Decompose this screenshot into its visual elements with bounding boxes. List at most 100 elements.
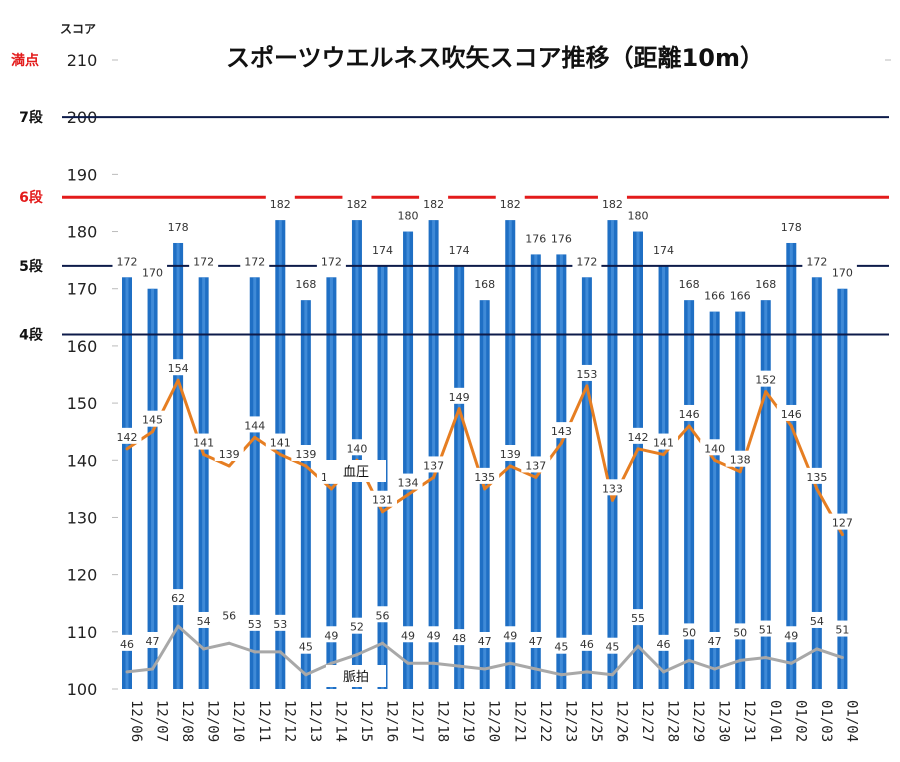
y-tick-label: 140 [67, 451, 98, 470]
pulse-label: 46 [580, 638, 594, 651]
blood-pressure-label-box [802, 467, 832, 484]
score-label: 168 [295, 278, 316, 291]
blood-pressure-label-box [495, 444, 525, 461]
y-axis-unit: スコア [60, 22, 96, 36]
blood-pressure-label-box [776, 404, 806, 421]
pulse-point [764, 656, 768, 660]
pulse-label-box [703, 631, 726, 648]
y-tick-label: 150 [67, 394, 98, 413]
pulse-label: 49 [324, 629, 338, 642]
score-bar-highlight [202, 277, 206, 689]
score-label-box [751, 275, 781, 292]
blood-pressure-point [304, 464, 308, 468]
pulse-point [534, 667, 538, 671]
pulse-label: 51 [835, 624, 849, 637]
pulse-label: 45 [299, 641, 313, 654]
y-tick-label: 210 [67, 51, 98, 70]
blood-pressure-point [508, 464, 512, 468]
blood-pressure-label: 131 [372, 494, 393, 507]
score-label: 168 [755, 278, 776, 291]
blood-pressure-point [738, 470, 742, 474]
pulse-label: 52 [350, 621, 364, 634]
pulse-label-box [499, 626, 522, 643]
score-label-box [597, 195, 627, 212]
blood-pressure-point [789, 424, 793, 428]
blood-pressure-label-box [827, 513, 857, 530]
score-bar-highlight [713, 311, 717, 689]
x-axis: 12/06 12/07 12/08 12/09 12/10 12/11 12/12 12/13… [128, 700, 859, 742]
x-tick-label: 12/07 [154, 700, 170, 742]
x-tick-label: 12/12 [281, 700, 297, 742]
score-label: 176 [551, 232, 572, 245]
x-tick-label: 12/09 [205, 700, 221, 742]
blood-pressure-label: 137 [525, 459, 546, 472]
pulse-label-box [831, 620, 854, 637]
blood-pressure-point [253, 435, 257, 439]
blood-pressure-point [585, 384, 589, 388]
blood-pressure-label-box [393, 473, 423, 490]
y-tick-label: 120 [67, 566, 98, 585]
pulse-point [176, 624, 180, 628]
score-bar-highlight [304, 300, 308, 689]
x-tick-label: 12/17 [409, 700, 425, 742]
blood-pressure-point [559, 441, 563, 445]
pulse-label: 45 [554, 641, 568, 654]
rank-lines: 7段 6段 5段 4段 [19, 109, 889, 343]
blood-pressure-point [815, 487, 819, 491]
pulse-point [636, 644, 640, 648]
pulse-point [381, 641, 384, 645]
pulse-label-box [448, 629, 471, 646]
blood-pressure-label-box [368, 490, 397, 507]
score-label: 178 [781, 221, 802, 234]
score-bar-highlight [125, 277, 129, 689]
score-bar-highlight [151, 288, 155, 689]
blood-pressure-point [278, 453, 282, 457]
x-tick-label: 12/27 [639, 700, 655, 742]
score-bar-highlight [176, 242, 180, 689]
pulse-name: 脈拍 [343, 670, 369, 685]
blood-pressure-label-box [674, 404, 704, 421]
pulse-label-box [627, 609, 649, 626]
blood-pressure-label-box [649, 433, 679, 450]
pulse-point [815, 647, 819, 651]
score-label: 168 [474, 278, 495, 291]
score-label: 168 [679, 278, 700, 291]
score-label: 174 [653, 244, 674, 257]
pulse-label: 47 [478, 635, 492, 648]
x-tick-label: 12/28 [665, 700, 681, 742]
pulse-point [559, 673, 563, 677]
score-label-box [419, 195, 449, 212]
pulse-label-box [422, 626, 445, 643]
score-label: 182 [423, 198, 444, 211]
blood-pressure-point [610, 498, 614, 502]
pulse-label-box [397, 626, 420, 643]
blood-pressure-series: 142 145 154 141 139 144 141 139 135 140 131 134 137 1… [112, 359, 857, 537]
x-tick-label: 12/23 [562, 700, 578, 742]
x-tick-label: 12/20 [486, 700, 502, 742]
blood-pressure-label-box [189, 433, 219, 450]
pulse-point [508, 661, 512, 665]
blood-pressure-label: 152 [755, 374, 776, 387]
pulse-label: 55 [631, 612, 645, 625]
pulse-label: 62 [171, 592, 185, 605]
pulse-label: 46 [657, 638, 671, 651]
blood-pressure-label-box [138, 410, 168, 427]
rank-label: 6段 [19, 189, 43, 206]
pulse-point [662, 670, 666, 674]
blood-pressure-label-box [725, 450, 755, 467]
x-tick-label: 01/02 [792, 700, 808, 742]
x-tick-label: 12/06 [128, 700, 144, 742]
pulse-label: 53 [273, 618, 287, 631]
blood-pressure-label: 139 [500, 448, 521, 461]
score-bar-highlight [662, 265, 666, 689]
blood-pressure-point [534, 475, 538, 479]
score-bar-highlight [457, 265, 461, 689]
pulse-label: 51 [759, 624, 773, 637]
pulse-label-box [754, 620, 777, 637]
y-tick-label: 110 [67, 623, 98, 642]
blood-pressure-label-box [342, 439, 372, 456]
x-tick-label: 12/16 [384, 700, 400, 742]
pulse-label: 49 [784, 629, 798, 642]
pulse-label-box [218, 606, 241, 623]
